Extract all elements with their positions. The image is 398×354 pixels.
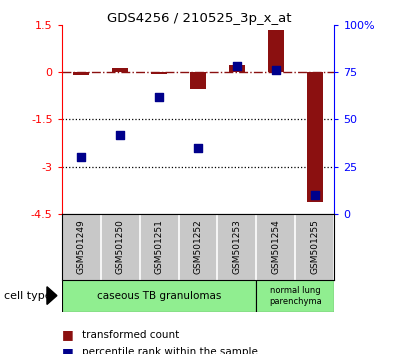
Point xyxy=(273,67,279,73)
Text: GSM501254: GSM501254 xyxy=(271,219,281,274)
Bar xyxy=(256,280,334,312)
Bar xyxy=(307,72,323,201)
Bar xyxy=(229,65,245,72)
Text: GSM501253: GSM501253 xyxy=(232,219,242,274)
Bar xyxy=(73,72,89,75)
Text: transformed count: transformed count xyxy=(82,330,179,339)
Text: GSM501252: GSM501252 xyxy=(193,219,203,274)
Bar xyxy=(151,72,167,74)
Point xyxy=(78,154,84,160)
Text: GSM501251: GSM501251 xyxy=(154,219,164,274)
Text: GSM501249: GSM501249 xyxy=(77,219,86,274)
Text: caseous TB granulomas: caseous TB granulomas xyxy=(97,291,221,301)
Bar xyxy=(190,72,206,90)
Point xyxy=(117,132,123,137)
Bar xyxy=(112,68,128,72)
Text: ■: ■ xyxy=(62,346,74,354)
Text: percentile rank within the sample: percentile rank within the sample xyxy=(82,347,258,354)
Bar xyxy=(62,280,256,312)
Text: GSM501255: GSM501255 xyxy=(310,219,319,274)
Point xyxy=(195,145,201,151)
Text: GSM501250: GSM501250 xyxy=(115,219,125,274)
Text: GDS4256 / 210525_3p_x_at: GDS4256 / 210525_3p_x_at xyxy=(107,12,291,25)
Point xyxy=(156,94,162,99)
Text: ■: ■ xyxy=(62,328,74,341)
Bar xyxy=(268,29,284,72)
Point xyxy=(312,192,318,198)
Polygon shape xyxy=(47,287,57,304)
Point xyxy=(234,64,240,69)
Text: cell type: cell type xyxy=(4,291,52,301)
Text: normal lung
parenchyma: normal lung parenchyma xyxy=(269,286,322,306)
